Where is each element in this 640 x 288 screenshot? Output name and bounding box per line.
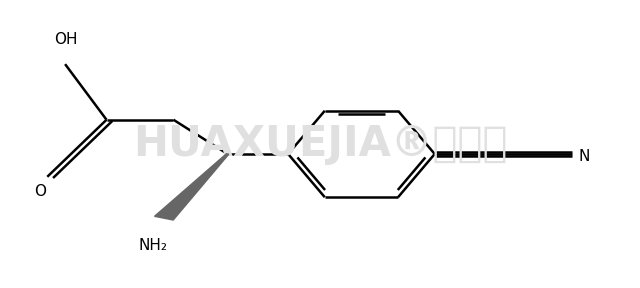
Text: O: O [35, 183, 47, 198]
Text: HUAXUEJIA®化学加: HUAXUEJIA®化学加 [132, 123, 508, 165]
Text: NH₂: NH₂ [138, 238, 168, 253]
Polygon shape [155, 154, 228, 220]
Text: N: N [578, 149, 589, 164]
Text: OH: OH [54, 32, 78, 48]
